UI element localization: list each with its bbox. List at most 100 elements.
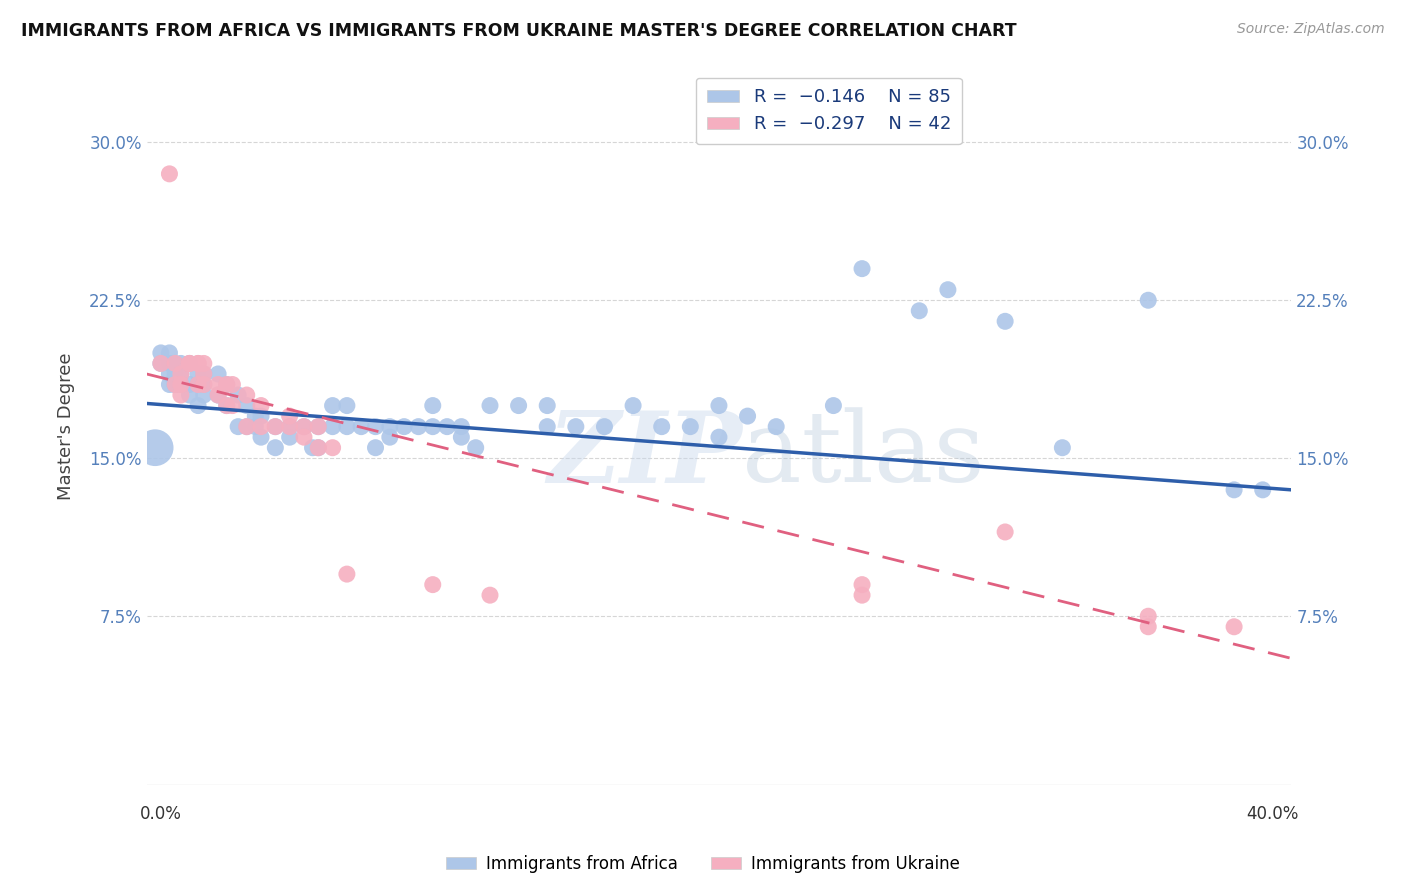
Point [851, 577, 873, 591]
Point [336, 419, 359, 434]
Point [235, 419, 257, 434]
Point [215, 377, 238, 392]
Point [422, 419, 444, 434]
Text: ZIP: ZIP [547, 407, 742, 504]
Point [651, 419, 673, 434]
Point [250, 419, 273, 434]
Text: Source: ZipAtlas.com: Source: ZipAtlas.com [1237, 22, 1385, 37]
Point [450, 419, 472, 434]
Point [226, 419, 249, 434]
Point [179, 356, 201, 370]
Point [292, 419, 315, 434]
Text: 0.0%: 0.0% [139, 805, 181, 823]
Point [264, 419, 287, 434]
Point [264, 441, 287, 455]
Point [508, 399, 530, 413]
Point [165, 377, 187, 392]
Point [1223, 483, 1246, 497]
Point [436, 419, 458, 434]
Point [464, 441, 486, 455]
Point [170, 377, 193, 392]
Point [1251, 483, 1274, 497]
Point [159, 377, 181, 392]
Text: 40.0%: 40.0% [1246, 805, 1298, 823]
Point [1223, 620, 1246, 634]
Point [307, 441, 329, 455]
Point [159, 367, 181, 381]
Point [364, 419, 387, 434]
Legend: R =  −0.146    N = 85, R =  −0.297    N = 42: R = −0.146 N = 85, R = −0.297 N = 42 [696, 78, 962, 145]
Point [170, 377, 193, 392]
Point [170, 367, 193, 381]
Point [245, 409, 267, 423]
Point [350, 419, 373, 434]
Point [215, 399, 238, 413]
Point [187, 399, 209, 413]
Point [1052, 441, 1074, 455]
Point [364, 441, 387, 455]
Point [851, 588, 873, 602]
Point [165, 377, 187, 392]
Point [994, 314, 1017, 328]
Point [322, 399, 344, 413]
Point [307, 419, 329, 434]
Point [707, 430, 730, 444]
Point [165, 367, 187, 381]
Point [245, 419, 267, 434]
Point [278, 409, 301, 423]
Point [187, 356, 209, 370]
Point [226, 388, 249, 402]
Point [179, 356, 201, 370]
Point [292, 430, 315, 444]
Point [679, 419, 702, 434]
Point [536, 399, 558, 413]
Point [170, 367, 193, 381]
Point [994, 524, 1017, 539]
Point [179, 377, 201, 392]
Point [170, 356, 193, 370]
Point [159, 356, 181, 370]
Point [215, 399, 238, 413]
Point [936, 283, 959, 297]
Point [179, 356, 201, 370]
Point [392, 419, 415, 434]
Point [159, 346, 181, 360]
Point [149, 346, 172, 360]
Point [193, 367, 215, 381]
Point [908, 303, 931, 318]
Point [193, 388, 215, 402]
Point [193, 377, 215, 392]
Point [250, 409, 273, 423]
Point [450, 430, 472, 444]
Point [207, 388, 229, 402]
Point [187, 367, 209, 381]
Point [193, 367, 215, 381]
Point [422, 577, 444, 591]
Point [165, 377, 187, 392]
Point [707, 399, 730, 413]
Point [207, 377, 229, 392]
Point [193, 356, 215, 370]
Point [187, 356, 209, 370]
Point [149, 356, 172, 370]
Point [336, 399, 359, 413]
Point [165, 356, 187, 370]
Point [187, 377, 209, 392]
Point [336, 567, 359, 582]
Point [165, 356, 187, 370]
Y-axis label: Master's Degree: Master's Degree [58, 353, 75, 500]
Point [278, 430, 301, 444]
Point [378, 419, 401, 434]
Point [292, 419, 315, 434]
Point [322, 419, 344, 434]
Point [264, 419, 287, 434]
Point [235, 399, 257, 413]
Point [408, 419, 430, 434]
Point [278, 419, 301, 434]
Point [322, 441, 344, 455]
Point [1137, 620, 1160, 634]
Point [207, 367, 229, 381]
Point [187, 377, 209, 392]
Point [215, 377, 238, 392]
Point [170, 388, 193, 402]
